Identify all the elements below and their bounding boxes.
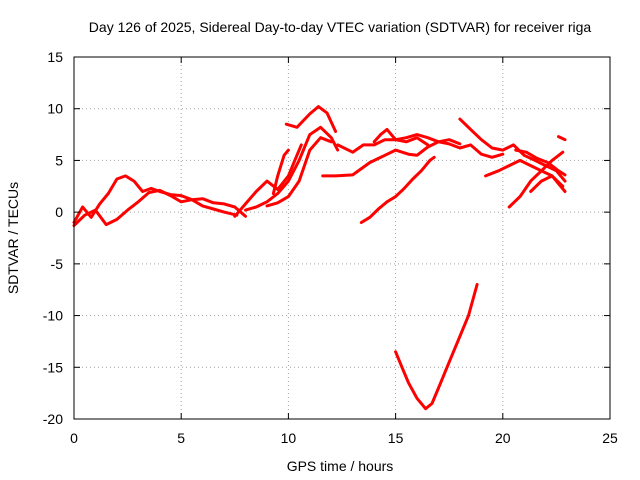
plot-frame (73, 56, 611, 420)
x-tick-label: 5 (177, 430, 185, 446)
x-tick-label: 20 (495, 430, 511, 446)
data-series (72, 105, 567, 411)
y-tick-label: -5 (51, 256, 64, 272)
y-tick-label: 10 (47, 101, 63, 117)
y-tick-label: -20 (43, 411, 63, 427)
grid (74, 57, 610, 419)
chart-title: Day 126 of 2025, Sidereal Day-to-day VTE… (89, 19, 592, 35)
series-arc-10 (372, 127, 430, 147)
series-arc-2 (72, 188, 239, 228)
series-arc-16 (514, 148, 567, 177)
series-arc-11 (359, 155, 436, 224)
y-tick-label: -10 (43, 308, 63, 324)
series-arc-13 (458, 117, 567, 183)
series-arc-15 (507, 150, 565, 209)
x-tick-label: 25 (602, 430, 618, 446)
x-tick-label: 0 (70, 430, 78, 446)
series-arc-18 (557, 135, 567, 142)
x-axis-label: GPS time / hours (287, 458, 394, 474)
series-arc-8 (321, 140, 505, 178)
series-arc-4 (244, 125, 340, 212)
series-arc-9 (336, 133, 462, 154)
series-arc-7 (284, 105, 338, 133)
series-arc-5 (271, 148, 290, 195)
y-axis-label: SDTVAR / TECUs (5, 182, 21, 294)
series-arc-1 (72, 174, 247, 224)
series-arc-17 (529, 174, 567, 193)
y-tick-label: 5 (55, 152, 63, 168)
series-arc-12 (394, 283, 479, 411)
series-arc-6 (265, 136, 333, 208)
y-tick-label: 0 (55, 204, 63, 220)
y-tick-label: -15 (43, 359, 63, 375)
y-tick-label: 15 (47, 49, 63, 65)
series-arc-14 (484, 158, 565, 188)
x-tick-label: 15 (388, 430, 404, 446)
series-arc-3 (233, 143, 303, 218)
x-tick-label: 10 (281, 430, 297, 446)
axis-ticks: 0 5 10 15 20 25 15 10 5 0 -5 -10 -15 -20 (43, 49, 618, 446)
